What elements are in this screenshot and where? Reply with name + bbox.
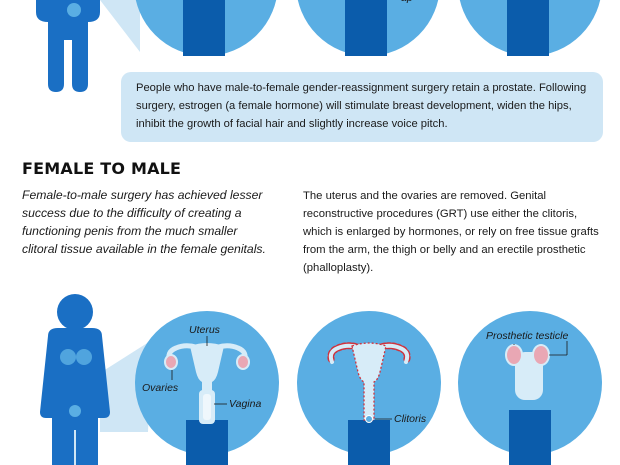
section-title: FEMALE TO MALE	[22, 159, 182, 178]
clitoris-mark	[365, 415, 373, 423]
top-circle-1	[135, 0, 277, 56]
label-clitoris: Clitoris	[394, 413, 427, 425]
diagram-circle-clitoris: Clitoris	[297, 311, 441, 465]
diagram-circle-prosthesis: Prosthetic testicle	[458, 311, 602, 465]
prosthetic-testicle-left	[505, 344, 523, 366]
ftm-description-text: The uterus and the ovaries are removed. …	[303, 190, 599, 274]
ftm-intro-text: Female-to-male surgery has achieved less…	[22, 188, 266, 256]
mtf-info-box: People who have male-to-female gender-re…	[121, 72, 603, 142]
prosthetic-testicle-right	[532, 344, 550, 366]
label-prosthetic-testicle: Prosthetic testicle	[486, 330, 568, 342]
label-vagina: Vagina	[229, 398, 261, 410]
top-partial-label: ap	[401, 0, 413, 4]
ovary-left	[164, 354, 178, 370]
top-circle-3	[459, 0, 601, 56]
ovary-right	[236, 354, 250, 370]
top-circle-2	[297, 0, 439, 56]
label-ovaries: Ovaries	[142, 382, 179, 394]
top-body-figure	[36, 0, 140, 92]
ftm-body-figure	[40, 294, 152, 465]
label-uterus: Uterus	[189, 324, 221, 336]
diagram-circle-anatomy: Uterus Ovaries Vagina	[135, 311, 279, 465]
mtf-info-text: People who have male-to-female gender-re…	[136, 82, 587, 130]
